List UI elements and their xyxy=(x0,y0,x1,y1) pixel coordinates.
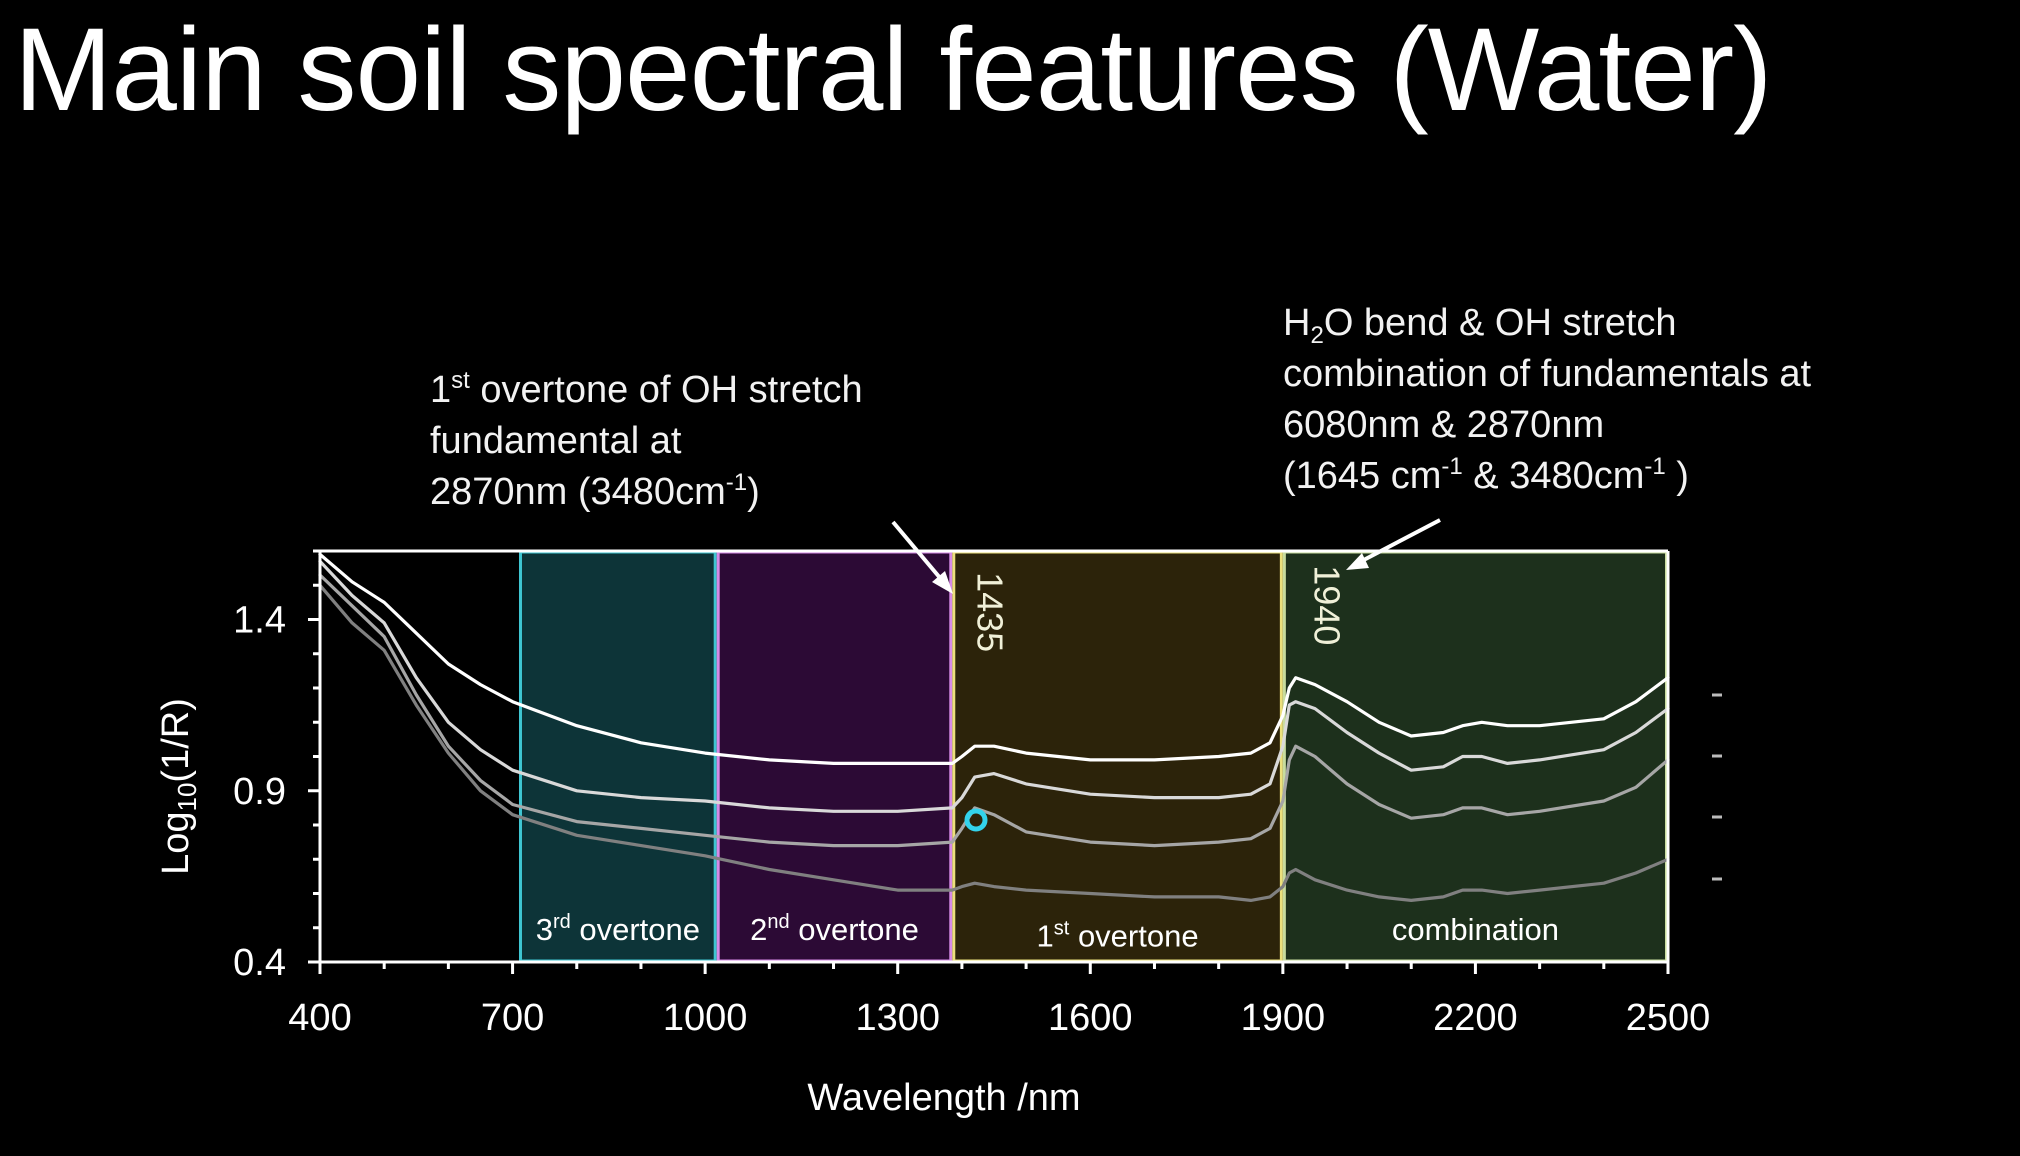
x-tick-label: 1900 xyxy=(1241,997,1326,1039)
band-label: 1st overtone xyxy=(1037,918,1199,954)
annotation-text: 1 xyxy=(430,369,452,411)
annotation-oh-overtone: 1st overtone of OH stretch fundamental a… xyxy=(430,365,863,518)
annotation-sup: st xyxy=(451,367,470,394)
spectrum-line xyxy=(318,559,1670,813)
spectrum-line xyxy=(318,573,1670,848)
x-tick-label: 1000 xyxy=(663,997,748,1039)
band-label-sup: st xyxy=(1054,918,1070,940)
arrow-left-shaft xyxy=(891,520,948,587)
x-tick-label: 400 xyxy=(288,997,351,1039)
annotation-sup: -1 xyxy=(1441,453,1463,480)
cursor-ring xyxy=(964,808,988,832)
band-label-sup: rd xyxy=(553,911,571,933)
chart-axes xyxy=(308,549,1670,974)
chart-labels: 3rd overtone 2nd overtone 1st overtone comb… xyxy=(155,565,1710,1119)
arrow-right-shaft xyxy=(1357,518,1441,565)
y-axis-title-text: Log xyxy=(155,811,197,874)
annotation-arrows xyxy=(891,518,1441,594)
annotation-text: H xyxy=(1283,302,1311,344)
annotation-line: 2870nm (3480cm-1) xyxy=(430,467,863,518)
band-label-text: 3 xyxy=(536,912,553,947)
peak-label: 1940 xyxy=(1306,565,1347,645)
annotation-sub: 2 xyxy=(1310,322,1324,349)
annotation-line: fundamental at xyxy=(430,420,682,462)
cursor-marker xyxy=(964,808,988,832)
x-tick-label: 1600 xyxy=(1048,997,1133,1039)
band-label-text: combination xyxy=(1392,912,1559,947)
annotation-line: 1st overtone of OH stretch xyxy=(430,365,863,416)
y-tick-label: 0.4 xyxy=(233,942,286,984)
band-region xyxy=(518,550,717,963)
annotation-text: overtone of OH stretch xyxy=(469,369,863,411)
annotation-text: ) xyxy=(747,471,760,513)
x-tick-label: 1300 xyxy=(855,997,940,1039)
annotation-line: 6080nm & 2870nm xyxy=(1283,404,1605,446)
band-regions xyxy=(518,550,1669,963)
x-tick-label: 2200 xyxy=(1433,997,1518,1039)
annotation-sup: -1 xyxy=(725,469,748,496)
band-label-text: overtone xyxy=(1069,919,1198,954)
band-label-sup: nd xyxy=(767,911,789,933)
x-tick-label: 700 xyxy=(481,997,544,1039)
annotation-text: & 3480cm xyxy=(1462,455,1645,497)
spectra-series xyxy=(318,552,1670,903)
annotation-text: (1645 cm xyxy=(1283,455,1442,497)
band-label: 2nd overtone xyxy=(750,911,919,947)
y-axis-title-text: (1/R) xyxy=(155,698,197,782)
y-tick-label: 1.4 xyxy=(233,600,286,642)
annotation-sup: -1 xyxy=(1644,453,1666,480)
band-label: combination xyxy=(1392,912,1559,947)
band-label: 3rd overtone xyxy=(536,911,700,947)
arrow-right-head xyxy=(1346,553,1369,570)
annotation-text: ) xyxy=(1665,455,1689,497)
annotation-line: (1645 cm-1 & 3480cm-1 ) xyxy=(1283,451,1811,502)
right-side-ticks xyxy=(1712,693,1722,881)
peak-label: 1435 xyxy=(969,572,1010,652)
y-tick-label: 0.9 xyxy=(233,771,286,813)
x-tick-label: 2500 xyxy=(1626,997,1711,1039)
band-region xyxy=(716,550,953,963)
annotation-text: O bend & OH stretch xyxy=(1323,302,1677,344)
spectrum-line xyxy=(318,552,1670,766)
annotation-combination: H2O bend & OH stretch combination of fun… xyxy=(1283,298,1811,502)
band-label-text: overtone xyxy=(571,912,700,947)
slide-title: Main soil spectral features (Water) xyxy=(14,4,1772,136)
annotation-text: 2870nm (3480cm xyxy=(430,471,726,513)
band-label-text: overtone xyxy=(790,912,919,947)
arrow-left-head xyxy=(932,571,953,594)
y-axis-title: Log10(1/R) xyxy=(155,698,202,875)
annotation-line: combination of fundamentals at xyxy=(1283,353,1812,395)
annotation-line: H2O bend & OH stretch xyxy=(1283,298,1811,349)
x-axis-title: Wavelength /nm xyxy=(807,1077,1080,1119)
y-axis-title-sub: 10 xyxy=(172,783,202,812)
spectrum-line xyxy=(318,583,1670,903)
band-label-text: 1 xyxy=(1037,919,1054,954)
band-label-text: 2 xyxy=(750,912,767,947)
